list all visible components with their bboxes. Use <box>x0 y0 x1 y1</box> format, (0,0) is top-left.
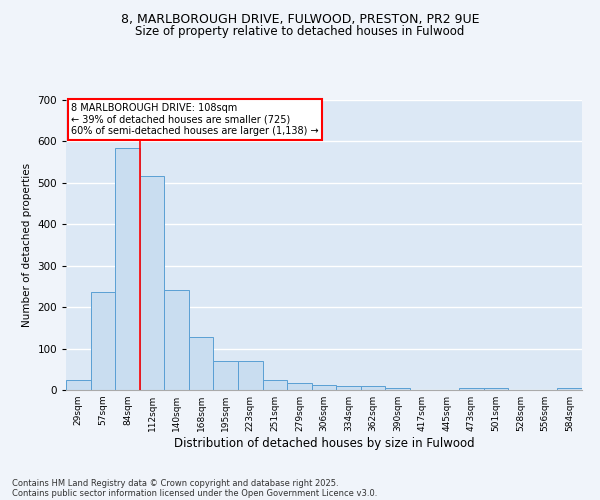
Bar <box>385 388 410 390</box>
Bar <box>312 384 336 390</box>
Bar <box>336 386 361 390</box>
Bar <box>459 388 484 390</box>
Bar <box>140 176 164 390</box>
Y-axis label: Number of detached properties: Number of detached properties <box>22 163 32 327</box>
Bar <box>66 380 91 390</box>
Text: Contains HM Land Registry data © Crown copyright and database right 2025.: Contains HM Land Registry data © Crown c… <box>12 478 338 488</box>
Bar <box>361 386 385 390</box>
Bar <box>263 380 287 390</box>
Bar <box>164 290 189 390</box>
Bar <box>238 361 263 390</box>
Text: 8 MARLBOROUGH DRIVE: 108sqm
← 39% of detached houses are smaller (725)
60% of se: 8 MARLBOROUGH DRIVE: 108sqm ← 39% of det… <box>71 103 319 136</box>
X-axis label: Distribution of detached houses by size in Fulwood: Distribution of detached houses by size … <box>173 437 475 450</box>
Text: 8, MARLBOROUGH DRIVE, FULWOOD, PRESTON, PR2 9UE: 8, MARLBOROUGH DRIVE, FULWOOD, PRESTON, … <box>121 12 479 26</box>
Text: Contains public sector information licensed under the Open Government Licence v3: Contains public sector information licen… <box>12 488 377 498</box>
Bar <box>91 292 115 390</box>
Bar <box>189 337 214 390</box>
Text: Size of property relative to detached houses in Fulwood: Size of property relative to detached ho… <box>136 25 464 38</box>
Bar <box>115 148 140 390</box>
Bar <box>214 361 238 390</box>
Bar <box>287 383 312 390</box>
Bar <box>484 388 508 390</box>
Bar <box>557 388 582 390</box>
